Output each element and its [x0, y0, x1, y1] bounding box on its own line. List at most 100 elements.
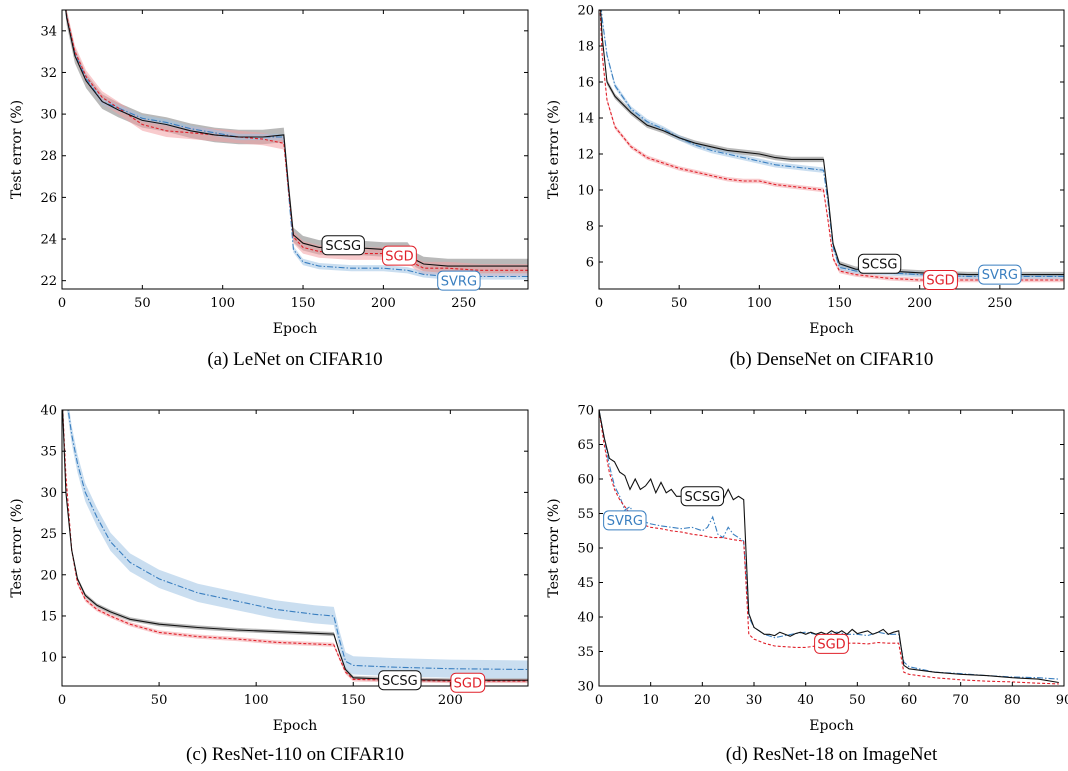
y-tick-label: 60 — [577, 473, 594, 488]
series-label-sgd: SGD — [450, 672, 486, 693]
series-line-scsg — [62, 410, 528, 681]
y-tick-label: 32 — [40, 66, 57, 81]
series-line-sgd — [599, 10, 1064, 281]
series-label-svrg: SVRG — [437, 270, 481, 291]
series-label-text: SCSG — [325, 239, 361, 254]
y-tick-label: 34 — [40, 24, 57, 39]
x-tick-label: 0 — [58, 693, 66, 708]
x-tick-label: 50 — [134, 296, 151, 311]
x-tick-label: 0 — [595, 693, 603, 708]
series-line-svrg — [599, 410, 1059, 680]
band-sgd — [65, 10, 528, 277]
y-tick-label: 30 — [40, 486, 57, 501]
x-tick-label: 150 — [341, 693, 366, 708]
series-label-text: SCSG — [685, 490, 721, 505]
y-tick-label: 10 — [577, 184, 594, 199]
x-tick-label: 50 — [151, 693, 168, 708]
series-label-text: SGD — [454, 676, 482, 691]
series-label-scsg: SCSG — [321, 235, 365, 256]
series-label-sgd: SGD — [923, 270, 958, 290]
band-sgd — [62, 410, 528, 684]
y-tick-label: 50 — [577, 542, 594, 557]
y-tick-label: 10 — [40, 651, 57, 666]
plot-area — [62, 410, 528, 684]
band-sgd — [600, 10, 1064, 283]
series-line-sgd — [62, 410, 528, 682]
x-axis-label: Epoch — [809, 321, 853, 337]
y-tick-label: 6 — [586, 256, 594, 271]
x-tick-label: 0 — [595, 296, 603, 311]
series-label-text: SVRG — [607, 514, 643, 529]
series-label-svrg: SVRG — [603, 510, 647, 531]
series-label-text: SVRG — [441, 274, 477, 289]
series-label-box — [814, 633, 849, 654]
x-tick-label: 10 — [642, 693, 659, 708]
x-tick-label: 0 — [58, 296, 66, 311]
series-label-box — [378, 670, 422, 691]
plot-area — [599, 410, 1059, 685]
x-tick-label: 40 — [797, 693, 814, 708]
series-line-svrg — [600, 10, 1064, 277]
panel-caption: (d) ResNet-18 on ImageNet — [726, 744, 938, 765]
series-label-box — [680, 486, 725, 507]
x-tick-label: 100 — [210, 296, 235, 311]
panel-3: 0 10 20 30 40 50 60 70 80 90 30 35 40 45 50 55 60 65 70 Epo… — [546, 404, 1068, 766]
x-tick-label: 50 — [671, 296, 688, 311]
y-tick-label: 45 — [577, 576, 594, 591]
y-tick-label: 40 — [40, 404, 57, 419]
axes-frame — [61, 9, 529, 290]
series-line-sgd — [599, 410, 1059, 685]
y-tick-label: 70 — [577, 404, 594, 419]
series-label-text: SGD — [385, 249, 413, 264]
series-label-box — [382, 245, 417, 266]
series-label-text: SGD — [926, 274, 954, 289]
axes-frame — [61, 409, 529, 687]
y-tick-label: 35 — [40, 445, 57, 460]
y-tick-label: 24 — [40, 233, 57, 248]
x-tick-label: 80 — [1004, 693, 1021, 708]
y-axis-label: Test error (%) — [546, 498, 562, 597]
series-label-scsg: SCSG — [680, 486, 725, 507]
series-label-box — [321, 235, 365, 256]
x-tick-label: 200 — [438, 693, 463, 708]
x-tick-label: 30 — [746, 693, 763, 708]
x-tick-label: 150 — [827, 296, 852, 311]
y-tick-label: 14 — [577, 112, 594, 127]
x-tick-label: 200 — [371, 296, 396, 311]
x-axis-label: Epoch — [809, 718, 853, 734]
plot-area — [599, 10, 1064, 283]
y-tick-label: 12 — [577, 148, 594, 163]
y-tick-label: 25 — [40, 527, 57, 542]
series-line-scsg — [599, 410, 1059, 684]
series-label-sgd: SGD — [814, 633, 849, 654]
series-label-box — [978, 264, 1022, 285]
panel-0: 0 50 100 150 200 250 22 24 26 28 30 32 34 Epoch Test e… — [9, 9, 529, 370]
series-label-svrg: SVRG — [978, 264, 1022, 285]
y-tick-label: 20 — [577, 4, 594, 19]
band-scsg — [64, 10, 528, 274]
panel-caption: (c) ResNet-110 on CIFAR10 — [186, 744, 404, 765]
x-tick-label: 150 — [291, 296, 316, 311]
series-label-text: SCSG — [382, 674, 418, 689]
x-axis-label: Epoch — [273, 718, 317, 734]
y-tick-label: 20 — [40, 568, 57, 583]
y-tick-label: 35 — [577, 645, 594, 660]
series-label-box — [437, 270, 481, 291]
y-tick-label: 8 — [586, 220, 594, 235]
panel-caption: (a) LeNet on CIFAR10 — [207, 349, 382, 370]
series-label-text: SGD — [817, 638, 845, 653]
series-label-sgd: SGD — [382, 245, 417, 266]
x-tick-label: 70 — [952, 693, 969, 708]
axes-frame — [598, 9, 1065, 290]
y-tick-label: 40 — [577, 611, 594, 626]
y-axis-label: Test error (%) — [9, 498, 25, 597]
panel-1: 0 50 100 150 200 250 6 8 10 12 14 16 18 20 Epoch Test e… — [546, 4, 1065, 370]
x-tick-label: 250 — [987, 296, 1012, 311]
x-tick-label: 100 — [747, 296, 772, 311]
band-scsg — [62, 410, 528, 683]
y-tick-label: 18 — [577, 40, 594, 55]
series-label-box — [857, 253, 902, 274]
y-axis-label: Test error (%) — [9, 100, 25, 199]
series-line-sgd — [65, 10, 528, 271]
